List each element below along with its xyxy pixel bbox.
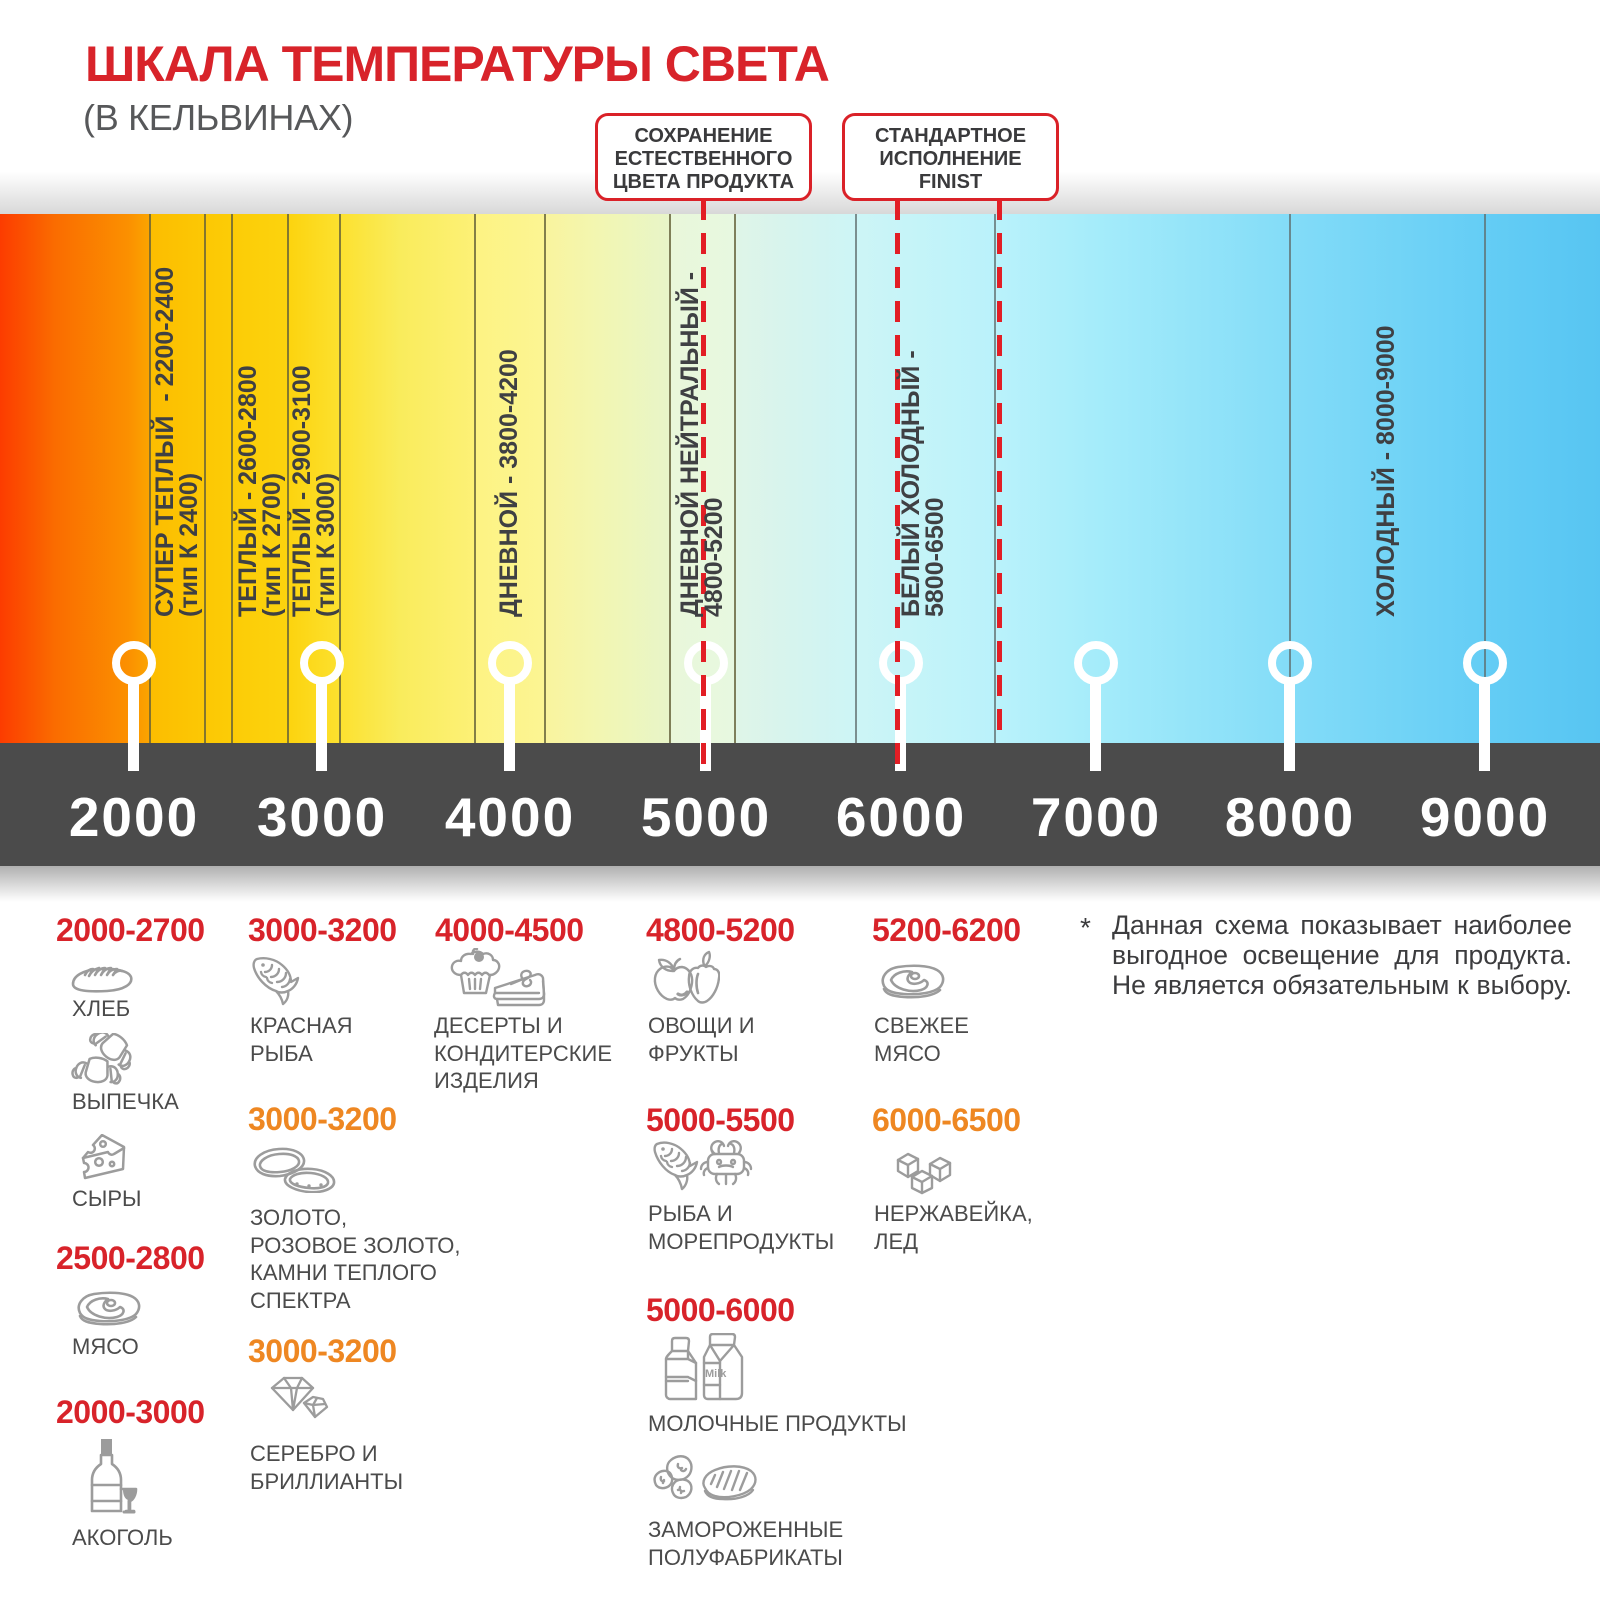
svg-text:Milk: Milk xyxy=(705,1368,727,1380)
